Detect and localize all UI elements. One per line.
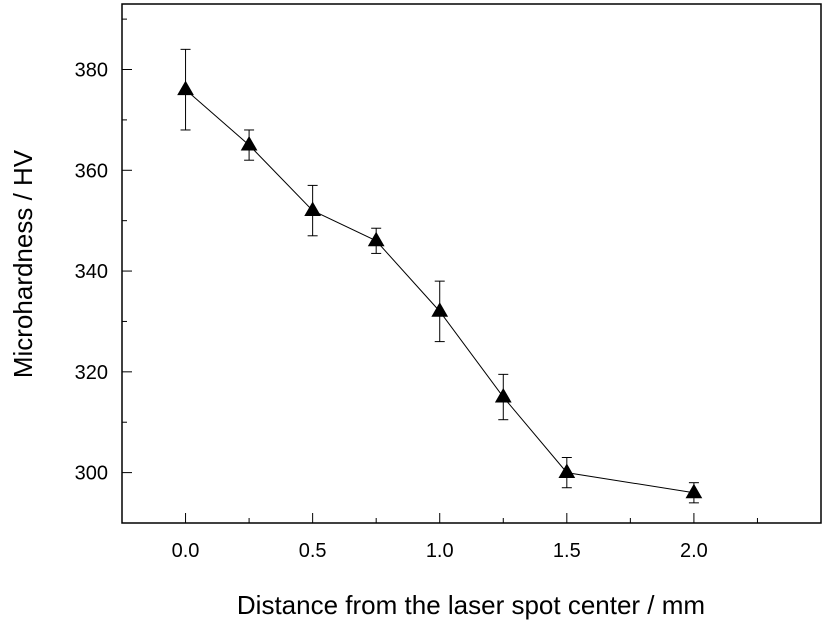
data-point-triangle <box>367 231 385 247</box>
data-point-triangle <box>177 80 194 96</box>
x-tick-label: 0.0 <box>172 540 200 562</box>
x-tick-labels: 0.0 0.5 1.0 1.5 2.0 <box>172 540 708 562</box>
y-axis-title: Microhardness / HV <box>8 149 38 378</box>
series-layer <box>177 48 703 504</box>
x-axis-title: Distance from the laser spot center / mm <box>237 590 705 620</box>
x-tick-label: 2.0 <box>680 540 708 562</box>
y-tick-label: 380 <box>75 60 108 82</box>
y-tick-label: 360 <box>75 160 108 182</box>
x-tick-label: 1.0 <box>426 540 454 562</box>
data-point-triangle <box>240 136 258 151</box>
plot-frame <box>121 3 822 524</box>
series-line <box>185 89 694 494</box>
x-tick-label: 1.5 <box>553 540 581 562</box>
data-point-triangle <box>558 463 576 479</box>
data-point-triangle <box>431 302 449 317</box>
data-point-triangle <box>685 483 703 499</box>
y-tick-label: 340 <box>75 261 108 283</box>
y-tick-label: 300 <box>75 463 108 485</box>
y-tick-label: 320 <box>75 362 108 384</box>
x-tick-label: 0.5 <box>299 540 327 562</box>
y-tick-labels: 300 320 340 360 380 <box>75 60 108 485</box>
axis-ticks <box>122 18 758 524</box>
data-point-triangle <box>304 201 322 217</box>
data-point-triangle <box>494 387 512 403</box>
